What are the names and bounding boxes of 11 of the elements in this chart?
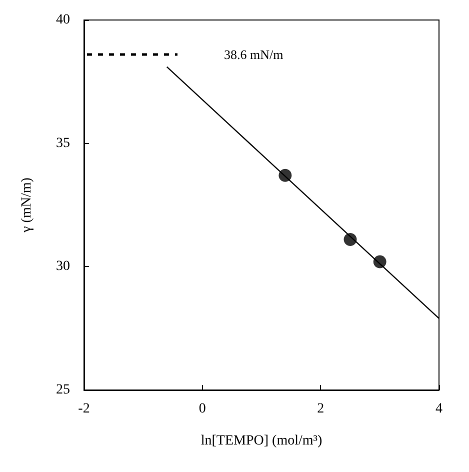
annotation: 38.6 mN/m [224,47,284,62]
y-axis-title: γ (mN/m) [20,177,34,234]
y-tick-label: 35 [56,136,70,151]
y-tick-label: 30 [56,259,70,274]
x-tick-label: 2 [317,402,324,416]
x-tick-label: 4 [436,402,442,416]
x-axis-title: ln[TEMPO] (mol/m³) [200,434,322,448]
x-tick-label: -2 [78,402,90,416]
x-tick-label: 0 [198,402,206,416]
y-tick-label: 25 [56,382,70,398]
y-tick-label: 40 [56,12,70,28]
